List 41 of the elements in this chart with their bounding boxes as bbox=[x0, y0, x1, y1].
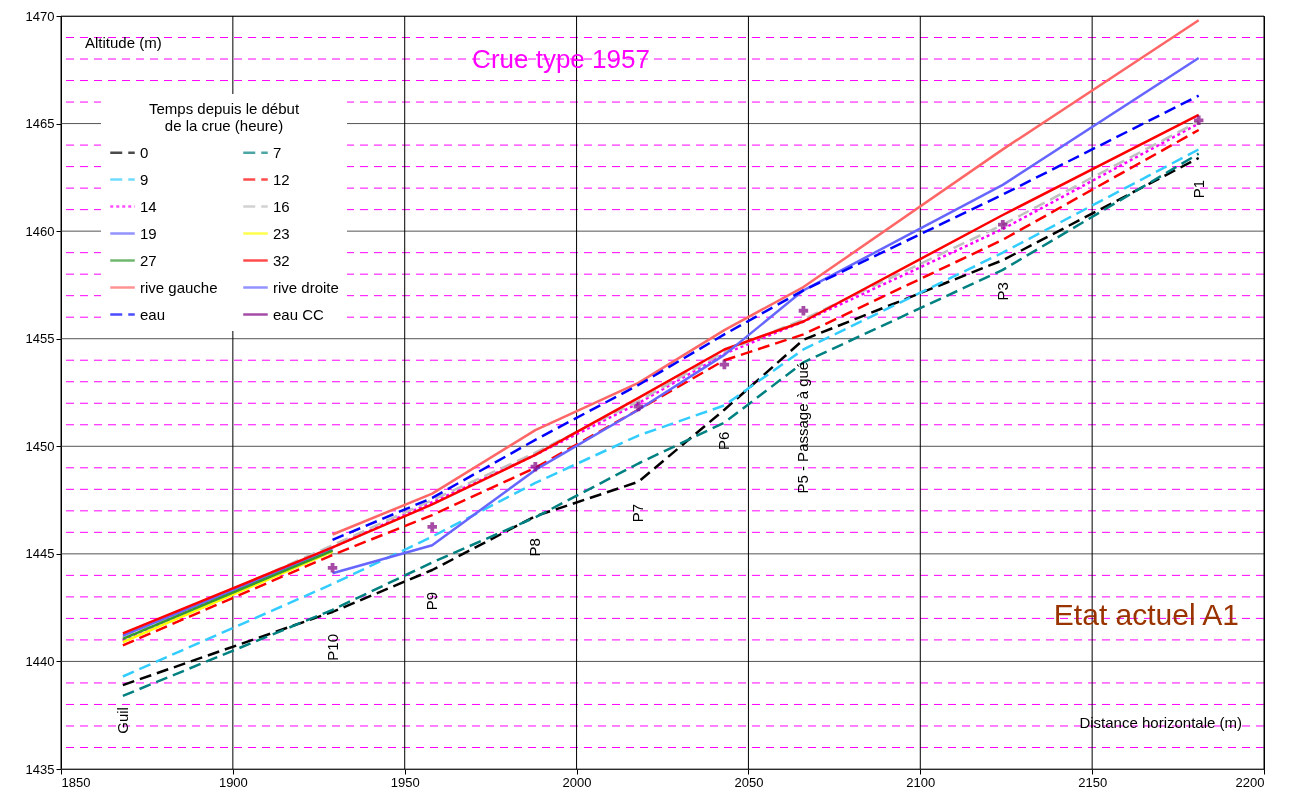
annotation: P6 bbox=[715, 431, 733, 451]
legend-title: Temps depuis le début de la crue (heure) bbox=[148, 100, 300, 134]
y-tick-label: 1445 bbox=[25, 546, 55, 562]
legend-label: 23 bbox=[273, 224, 290, 242]
x-tick-label: 2150 bbox=[1078, 774, 1108, 790]
annotation: P5 - Passage à gué bbox=[794, 361, 812, 494]
y-tick-label: 1435 bbox=[25, 761, 55, 777]
x-tick-label: 1950 bbox=[390, 774, 420, 790]
legend-label: rive gauche bbox=[140, 278, 218, 296]
legend-label: 19 bbox=[140, 224, 157, 242]
annotation: P10 bbox=[323, 633, 341, 661]
legend-label: 9 bbox=[140, 170, 149, 188]
annotation: P8 bbox=[526, 538, 544, 557]
legend-label: 0 bbox=[140, 143, 149, 161]
legend-label: rive droite bbox=[273, 278, 339, 296]
y-tick-label: 1470 bbox=[25, 8, 55, 24]
legend-label: eau CC bbox=[273, 305, 325, 323]
legend-label: 27 bbox=[140, 251, 157, 269]
legend-label: 16 bbox=[273, 197, 290, 215]
legend-label: 14 bbox=[140, 197, 157, 215]
x-tick-label: 1900 bbox=[218, 774, 248, 790]
legend-label: 12 bbox=[273, 170, 290, 188]
x-tick-label: 1850 bbox=[61, 774, 91, 790]
y-tick-label: 1465 bbox=[25, 116, 55, 132]
annotation: Guil bbox=[113, 707, 131, 734]
y-tick-label: 1455 bbox=[25, 331, 55, 347]
legend-label: eau bbox=[140, 305, 166, 323]
legend-label: 7 bbox=[273, 143, 282, 161]
annotation: P7 bbox=[629, 503, 647, 523]
y-axis-title: Altitude (m) bbox=[85, 34, 162, 51]
x-tick-label: 2050 bbox=[734, 774, 764, 790]
legend-label: 32 bbox=[273, 251, 290, 269]
annotation: P1 bbox=[1189, 179, 1207, 199]
annotation: P9 bbox=[423, 591, 441, 611]
annotation: P3 bbox=[993, 282, 1011, 301]
y-tick-label: 1440 bbox=[25, 653, 55, 669]
y-tick-label: 1460 bbox=[25, 223, 55, 239]
x-tick-label: 2100 bbox=[906, 774, 936, 790]
x-tick-label: 2000 bbox=[562, 774, 592, 790]
x-tick-label: 2200 bbox=[1235, 774, 1265, 790]
y-tick-label: 1450 bbox=[25, 438, 55, 454]
